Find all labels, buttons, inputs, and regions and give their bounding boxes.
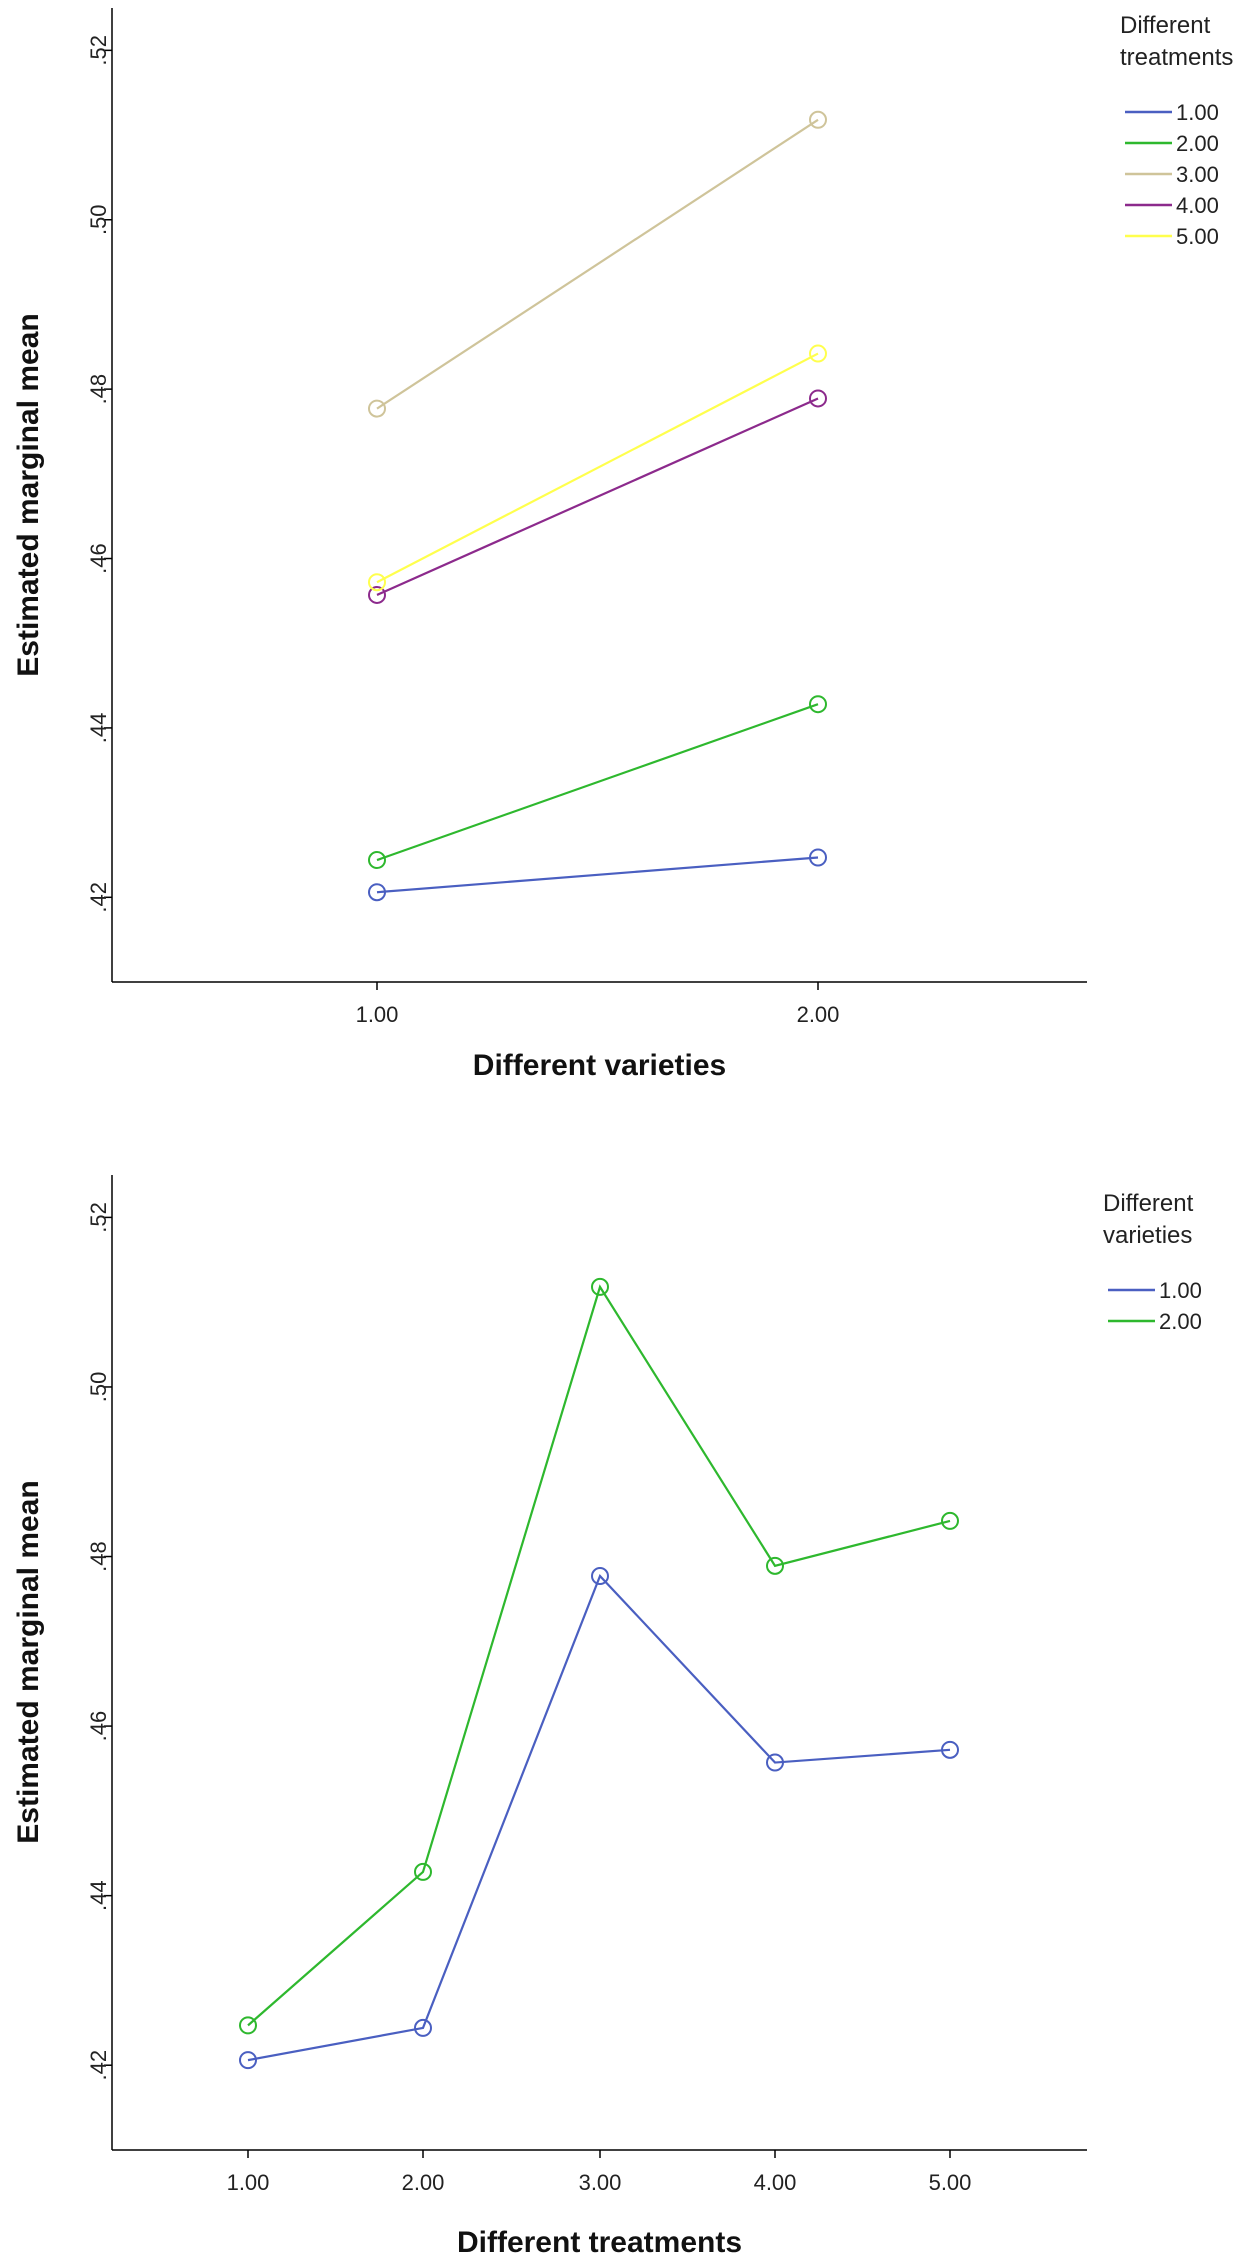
legend-label: 4.00 <box>1176 193 1219 218</box>
y-tick-label: .52 <box>86 35 111 66</box>
legend-label: 1.00 <box>1176 100 1219 125</box>
chart-by-treatments: .42 .44 .46 .48 .50 .52 1.00 2.00 3.00 4.00 5.00 Di… <box>12 1175 1202 2259</box>
chart-by-varieties: .42 .44 .46 .48 .50 .52 1.00 2.00 Different vari… <box>12 8 1233 1082</box>
data-point <box>809 848 827 867</box>
data-point <box>766 1556 784 1575</box>
data-point <box>809 389 827 408</box>
series-line-1.00 <box>376 856 819 894</box>
y-tick-label: .52 <box>86 1202 111 1233</box>
series-line-4.00 <box>376 397 819 596</box>
data-point <box>809 344 827 363</box>
legend-label: 3.00 <box>1176 162 1219 187</box>
x-axis-title: Different varieties <box>473 1049 726 1082</box>
y-tick-label: .48 <box>86 374 111 405</box>
data-point <box>591 1567 609 1586</box>
legend-label: 1.00 <box>1159 1278 1202 1303</box>
legend-label: 2.00 <box>1159 1309 1202 1334</box>
y-axis-title: Estimated marginal mean <box>12 1480 45 1843</box>
x-tick-label: 4.00 <box>754 2170 797 2195</box>
legend-label: 2.00 <box>1176 131 1219 156</box>
legend-label: 5.00 <box>1176 224 1219 249</box>
y-tick-label: .50 <box>86 1372 111 1403</box>
y-tick-label: .42 <box>86 882 111 913</box>
legend-title: Different <box>1120 12 1211 39</box>
series-line-3.00 <box>376 118 819 410</box>
y-tick-label: .50 <box>86 204 111 235</box>
data-point <box>809 695 827 714</box>
data-point <box>941 1511 959 1530</box>
y-tick-label: .42 <box>86 2050 111 2081</box>
x-axis-title: Different treatments <box>457 2226 742 2259</box>
data-point <box>368 399 386 418</box>
y-tick-label: .44 <box>86 713 111 744</box>
data-point <box>809 110 827 129</box>
x-tick-label: 3.00 <box>579 2170 622 2195</box>
data-point <box>766 1753 784 1772</box>
y-tick-label: .46 <box>86 543 111 574</box>
x-tick-label: 5.00 <box>929 2170 972 2195</box>
series-line-2.00 <box>247 1284 951 2027</box>
data-point <box>941 1740 959 1759</box>
data-point <box>368 573 386 592</box>
data-point <box>414 2018 432 2037</box>
x-tick-label: 2.00 <box>797 1002 840 1027</box>
y-axis-title: Estimated marginal mean <box>12 313 45 676</box>
legend-title: varieties <box>1103 1222 1192 1249</box>
x-tick-label: 2.00 <box>402 2170 445 2195</box>
x-tick-label: 1.00 <box>227 2170 270 2195</box>
series-line-1.00 <box>247 1573 951 2062</box>
y-tick-label: .48 <box>86 1541 111 1572</box>
series-line-5.00 <box>376 352 819 584</box>
data-point <box>368 851 386 870</box>
y-tick-label: .44 <box>86 1880 111 1911</box>
data-point <box>239 2016 257 2035</box>
legend-title: treatments <box>1120 44 1233 71</box>
series-line-2.00 <box>376 703 819 862</box>
x-tick-label: 1.00 <box>356 1002 399 1027</box>
data-point <box>368 585 386 604</box>
data-point <box>591 1277 609 1296</box>
data-point <box>368 883 386 902</box>
data-point <box>239 2051 257 2070</box>
y-tick-label: .46 <box>86 1711 111 1742</box>
legend-title: Different <box>1103 1190 1194 1217</box>
data-point <box>414 1862 432 1881</box>
